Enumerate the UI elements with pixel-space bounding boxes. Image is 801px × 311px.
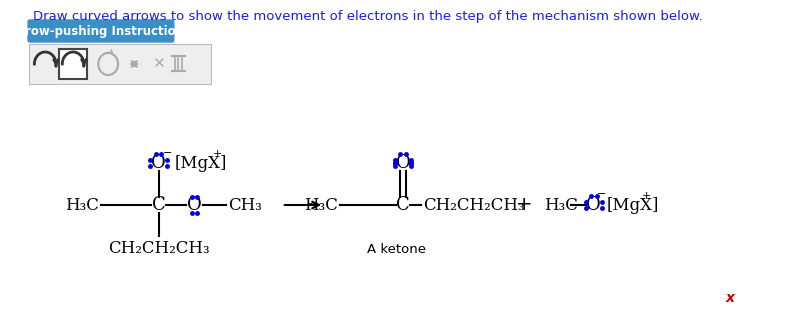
Text: +: + (517, 196, 533, 215)
Text: Draw curved arrows to show the movement of electrons in the step of the mechanis: Draw curved arrows to show the movement … (33, 10, 702, 23)
Text: O: O (151, 154, 166, 172)
Text: [MgX]: [MgX] (606, 197, 658, 213)
Text: x: x (726, 291, 735, 305)
Text: H₃C: H₃C (65, 197, 99, 213)
Text: H₃C: H₃C (545, 197, 578, 213)
Text: CH₂CH₂CH₃: CH₂CH₂CH₃ (107, 240, 209, 257)
Text: A ketone: A ketone (367, 243, 426, 256)
Text: O: O (187, 196, 202, 214)
Text: CH₂CH₂CH₃: CH₂CH₂CH₃ (423, 197, 525, 213)
Text: H₃C: H₃C (304, 197, 338, 213)
Text: ✕: ✕ (152, 57, 165, 72)
FancyBboxPatch shape (28, 20, 174, 42)
Text: O: O (586, 196, 602, 214)
Text: [MgX]: [MgX] (175, 155, 227, 171)
Text: C: C (396, 196, 410, 214)
Text: +: + (642, 191, 651, 201)
FancyBboxPatch shape (58, 49, 87, 79)
Text: CH₃: CH₃ (227, 197, 262, 213)
Text: −: − (598, 189, 606, 199)
Text: O: O (396, 154, 411, 172)
Text: C: C (151, 196, 165, 214)
Text: Arrow-pushing Instructions: Arrow-pushing Instructions (10, 25, 191, 38)
FancyBboxPatch shape (29, 44, 211, 84)
Text: −: − (163, 148, 172, 158)
Text: +: + (212, 149, 222, 159)
